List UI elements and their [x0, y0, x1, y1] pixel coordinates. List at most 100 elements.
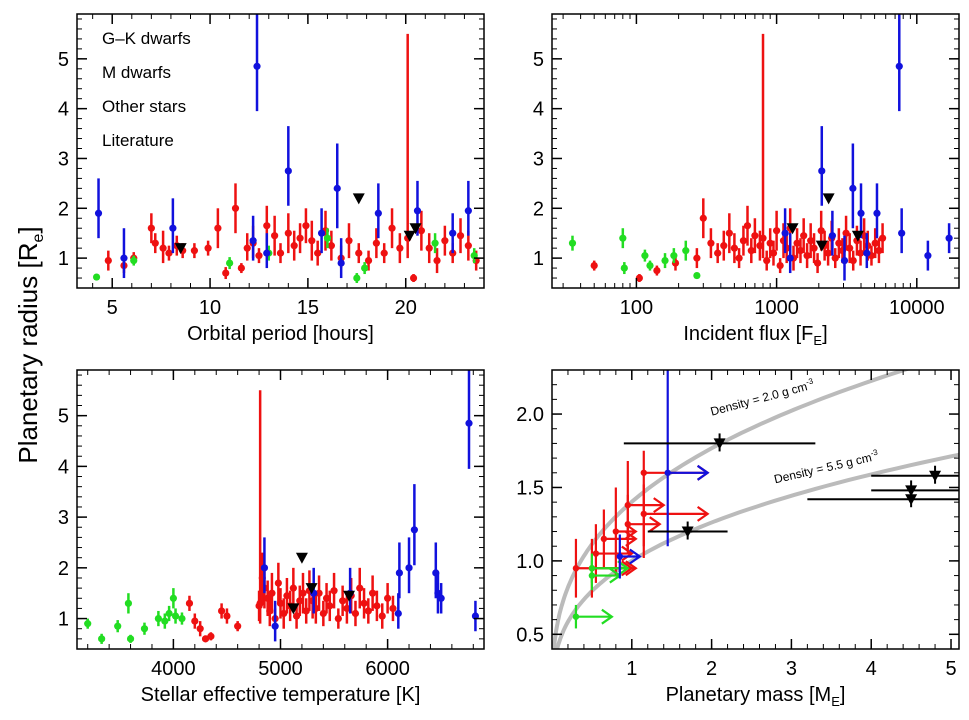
- data-point: [842, 229, 850, 237]
- data-point: [707, 239, 715, 247]
- density-curve-label: Density = 2.0 g cm-3: [709, 376, 817, 418]
- x-tick-label: 5: [945, 658, 956, 680]
- data-point: [417, 227, 425, 235]
- arrow-head: [625, 530, 638, 547]
- data-point: [793, 239, 801, 247]
- x-tick-label: 10000: [889, 297, 945, 319]
- legend-entry: G–K dwarfs: [102, 29, 191, 48]
- data-point: [846, 244, 854, 252]
- x-axis-label: Planetary mass [ME]: [666, 684, 846, 709]
- density-curve: [555, 452, 959, 649]
- data-point: [441, 237, 449, 245]
- data-point: [803, 252, 811, 260]
- data-point: [327, 242, 335, 250]
- x-axis-label-main: Incident flux [F: [683, 323, 813, 345]
- data-point: [263, 222, 271, 230]
- y-tick-label: 1: [58, 248, 69, 270]
- arrow-head: [625, 523, 638, 540]
- panel-mass: Density = 2.0 g cm-3 Density = 5.5 g cm-3…: [516, 369, 960, 709]
- x-axis-label-end: ]: [840, 684, 846, 706]
- data-point-triangle: [905, 494, 918, 506]
- data-point: [94, 209, 103, 217]
- data-point: [207, 632, 215, 640]
- data-point: [289, 584, 297, 592]
- data-point: [759, 234, 767, 242]
- data-point: [226, 259, 234, 267]
- data-point-triangle: [681, 526, 694, 538]
- data-point: [360, 599, 368, 607]
- data-point: [437, 594, 445, 602]
- data-point: [243, 244, 251, 252]
- data-point: [302, 607, 310, 615]
- data-point: [271, 622, 279, 630]
- data-point-triangle: [295, 552, 308, 564]
- y-tick-label: 3: [533, 148, 544, 170]
- data-point: [185, 599, 194, 607]
- data-point: [641, 252, 649, 260]
- data-point: [449, 229, 457, 237]
- data-point: [800, 232, 808, 240]
- data-point: [159, 244, 167, 252]
- data-point: [464, 242, 472, 250]
- data-point: [835, 239, 843, 247]
- data-point: [223, 612, 231, 620]
- data-point: [255, 252, 263, 260]
- data-point: [661, 257, 669, 265]
- plot-frame: [76, 13, 485, 289]
- y-tick-label: 3: [58, 148, 69, 170]
- data-point: [796, 247, 805, 255]
- data-point: [345, 237, 353, 245]
- data-point-triangle: [929, 470, 942, 482]
- x-tick-label: 100: [620, 297, 653, 319]
- data-point: [431, 239, 439, 247]
- data-point: [330, 587, 338, 595]
- data-point: [405, 564, 413, 572]
- data-point: [924, 252, 932, 260]
- data-point: [756, 242, 764, 250]
- data-point: [857, 209, 865, 217]
- x-tick-label: 5: [107, 297, 118, 319]
- data-point: [124, 599, 133, 607]
- arrow-head: [625, 560, 638, 577]
- x-tick-label: 2: [706, 658, 717, 680]
- data-point: [720, 242, 728, 250]
- data-point: [807, 237, 815, 245]
- data-point: [878, 234, 887, 242]
- data-point: [818, 167, 826, 175]
- data-point: [590, 261, 598, 270]
- data-point: [813, 259, 822, 267]
- x-axis-label: Incident flux [FE]: [683, 323, 827, 348]
- data-point: [361, 264, 369, 272]
- data-point: [84, 620, 92, 628]
- data-point-triangle: [786, 223, 799, 235]
- y-tick-label: 1.0: [516, 551, 544, 573]
- data-point: [425, 244, 433, 252]
- data-point: [773, 227, 781, 235]
- data-point: [433, 257, 441, 265]
- data-point: [863, 249, 871, 257]
- shared-y-axis-label: Planetary radius [Re]: [13, 226, 47, 463]
- y-tick-label: 1: [58, 609, 69, 631]
- data-point: [619, 234, 627, 242]
- data-point: [260, 564, 269, 572]
- y-tick-label: 4: [58, 456, 69, 478]
- data-point: [945, 234, 953, 242]
- plot-area: [84, 370, 480, 644]
- data-point: [283, 592, 291, 600]
- y-tick-label: 5: [58, 406, 69, 428]
- data-point: [114, 622, 122, 630]
- legend-entry: Literature: [102, 131, 174, 150]
- y-tick-label: 0.5: [516, 624, 544, 646]
- data-point: [763, 257, 771, 265]
- data-point: [786, 254, 794, 262]
- data-point-triangle: [409, 223, 422, 235]
- data-point: [389, 604, 397, 613]
- data-point: [234, 622, 242, 630]
- data-point: [299, 589, 307, 597]
- data-point: [693, 254, 701, 262]
- data-point: [222, 269, 230, 277]
- data-point: [120, 254, 128, 262]
- data-point-triangle: [343, 590, 356, 602]
- data-point-triangle: [851, 230, 864, 242]
